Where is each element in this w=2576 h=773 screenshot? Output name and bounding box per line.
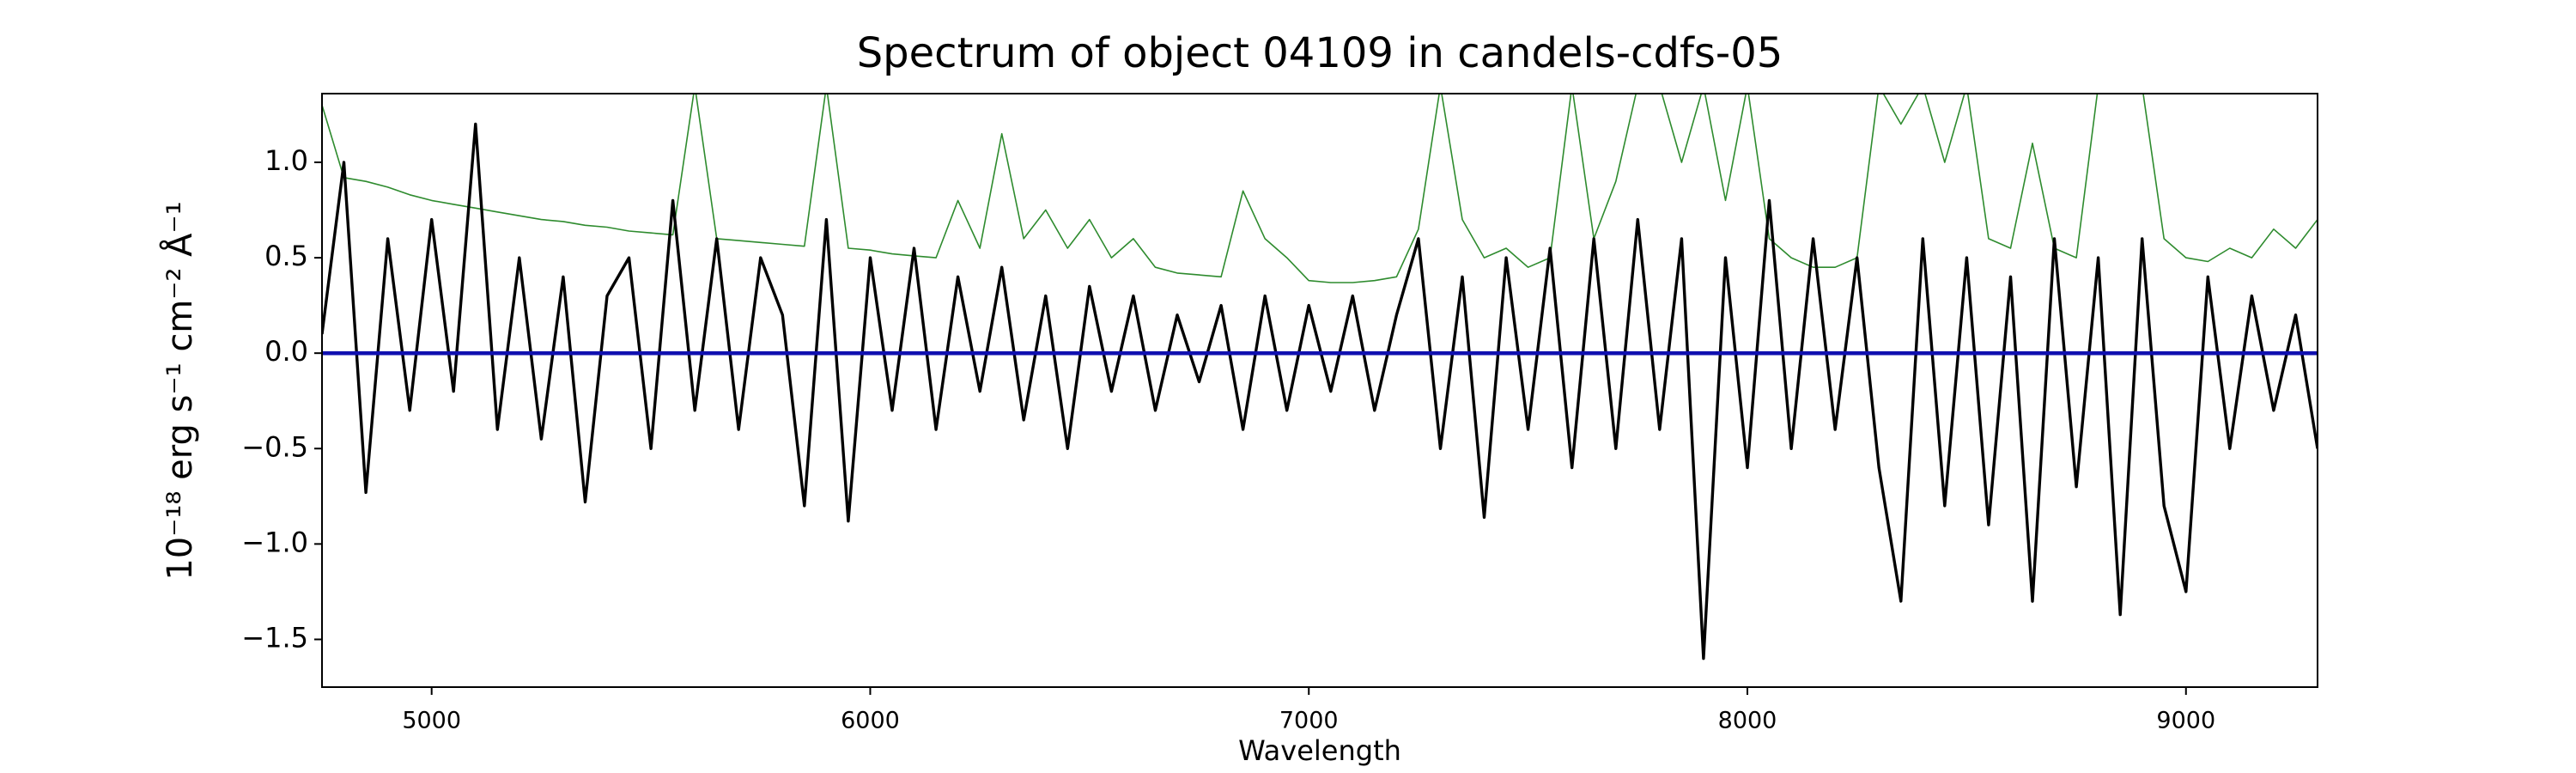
x-tick-label: 7000 — [1279, 708, 1339, 734]
spectrum-line — [322, 122, 2318, 660]
chart-title: Spectrum of object 04109 in candels-cdfs… — [857, 29, 1783, 77]
x-tick-label: 6000 — [841, 708, 900, 734]
y-tick-label: −1.5 — [241, 621, 308, 654]
x-tick-label: 5000 — [402, 708, 461, 734]
y-tick-label: 0.0 — [264, 335, 308, 368]
y-tick-label: 0.5 — [264, 240, 308, 272]
plot-area — [322, 94, 2318, 660]
y-tick-label: −0.5 — [241, 430, 308, 463]
y-axis-label: 10⁻¹⁸ erg s⁻¹ cm⁻² Å⁻¹ — [159, 201, 200, 580]
x-tick-label: 8000 — [1718, 708, 1777, 734]
spectrum-line — [322, 94, 2318, 283]
x-tick-label: 9000 — [2156, 708, 2215, 734]
y-tick-label: 1.0 — [264, 144, 308, 177]
x-axis-label: Wavelength — [1238, 734, 1401, 767]
plot-frame — [321, 93, 2318, 688]
y-tick-label: −1.0 — [241, 526, 308, 558]
